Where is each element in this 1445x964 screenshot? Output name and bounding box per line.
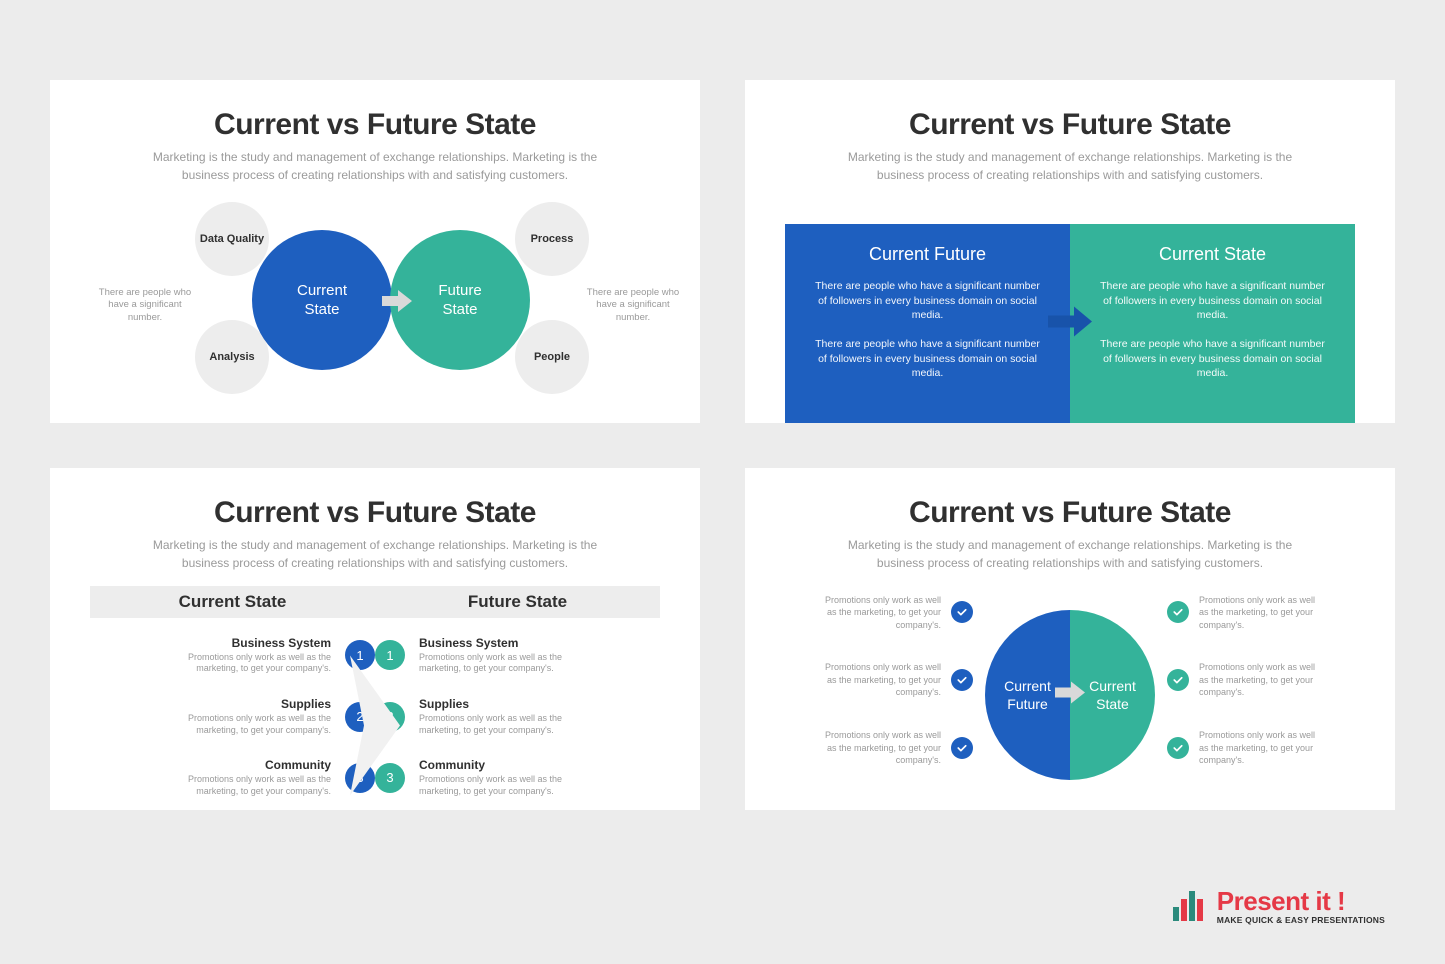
column-right: 1 Business SystemPromotions only work as… bbox=[375, 636, 660, 811]
current-state-circle: Current State bbox=[252, 230, 392, 370]
side-item: Promotions only work as well as the mark… bbox=[1167, 594, 1327, 632]
split-circle: Current Future Current State bbox=[985, 610, 1155, 780]
item-text: Community Promotions only work as well as… bbox=[419, 758, 569, 797]
item-desc: Promotions only work as well as the mark… bbox=[181, 774, 331, 797]
card-text: There are people who have a significant … bbox=[815, 337, 1040, 381]
arrow-icon bbox=[1055, 682, 1085, 709]
logo-mark-icon bbox=[1173, 891, 1207, 921]
slide2-body: Current Future There are people who have… bbox=[785, 224, 1355, 423]
side-text: Promotions only work as well as the mark… bbox=[813, 661, 941, 699]
item-text: Business System Promotions only work as w… bbox=[181, 636, 331, 675]
item-desc: Promotions only work as well as the mark… bbox=[419, 774, 569, 797]
item-title: Supplies bbox=[181, 697, 331, 711]
slide-grid: Current vs Future State Marketing is the… bbox=[50, 80, 1395, 810]
item-desc: Promotions only work as well as the mark… bbox=[181, 713, 331, 736]
item-text: Supplies Promotions only work as well as … bbox=[181, 697, 331, 736]
item-desc: Promotions only work as well as the mark… bbox=[181, 652, 331, 675]
slide-4: Current vs Future State Marketing is the… bbox=[745, 468, 1395, 811]
card-text: There are people who have a significant … bbox=[815, 279, 1040, 323]
small-circle-data-quality: Data Quality bbox=[195, 202, 269, 276]
arrow-icon bbox=[1048, 306, 1092, 341]
card-text: There are people who have a significant … bbox=[1100, 337, 1325, 381]
slide-subtitle: Marketing is the study and management of… bbox=[830, 148, 1310, 184]
slide-title: Current vs Future State bbox=[90, 496, 660, 530]
card-title: Current State bbox=[1100, 244, 1325, 265]
current-state-label: Current State bbox=[297, 281, 347, 320]
logo-line1: Present it ! bbox=[1217, 888, 1385, 914]
list-item: 3 CommunityPromotions only work as well … bbox=[375, 758, 660, 797]
slide-1: Current vs Future State Marketing is the… bbox=[50, 80, 700, 423]
check-icon bbox=[951, 669, 973, 691]
half-left-label: Current Future bbox=[1004, 677, 1051, 713]
item-desc: Promotions only work as well as the mark… bbox=[419, 713, 569, 736]
side-item: Promotions only work as well as the mark… bbox=[813, 594, 973, 632]
item-title: Supplies bbox=[419, 697, 569, 711]
item-desc: Promotions only work as well as the mark… bbox=[419, 652, 569, 675]
side-text-right: There are people who have a significant … bbox=[578, 287, 688, 324]
chevron-right-icon bbox=[350, 655, 400, 800]
list-item: 1 Business SystemPromotions only work as… bbox=[90, 636, 375, 675]
item-text: Community Promotions only work as well as… bbox=[181, 758, 331, 797]
side-item: Promotions only work as well as the mark… bbox=[813, 729, 973, 767]
slide-subtitle: Marketing is the study and management of… bbox=[135, 536, 615, 572]
check-icon bbox=[951, 601, 973, 623]
brand-logo: Present it ! MAKE QUICK & EASY PRESENTAT… bbox=[1173, 888, 1385, 925]
future-state-label: Future State bbox=[438, 281, 481, 320]
item-title: Business System bbox=[419, 636, 569, 650]
list-item: 2 SuppliesPromotions only work as well a… bbox=[90, 697, 375, 736]
side-item: Promotions only work as well as the mark… bbox=[1167, 729, 1327, 767]
item-text: Supplies Promotions only work as well as … bbox=[419, 697, 569, 736]
check-icon bbox=[1167, 669, 1189, 691]
list-item: 1 Business SystemPromotions only work as… bbox=[375, 636, 660, 675]
slide-subtitle: Marketing is the study and management of… bbox=[135, 148, 615, 184]
header-future-state: Future State bbox=[375, 592, 660, 612]
side-text: Promotions only work as well as the mark… bbox=[1199, 661, 1327, 699]
side-item: Promotions only work as well as the mark… bbox=[1167, 661, 1327, 699]
check-icon bbox=[1167, 737, 1189, 759]
item-title: Community bbox=[181, 758, 331, 772]
small-circle-process: Process bbox=[515, 202, 589, 276]
list-item: 2 SuppliesPromotions only work as well a… bbox=[375, 697, 660, 736]
column-headers: Current State Future State bbox=[90, 586, 660, 618]
slide-title: Current vs Future State bbox=[90, 108, 660, 142]
card-current-future: Current Future There are people who have… bbox=[785, 224, 1070, 423]
slide1-body: Data Quality Analysis Process People Cur… bbox=[90, 202, 660, 423]
item-title: Community bbox=[419, 758, 569, 772]
card-row: Current Future There are people who have… bbox=[785, 224, 1355, 423]
slide-3: Current vs Future State Marketing is the… bbox=[50, 468, 700, 811]
item-text: Business System Promotions only work as w… bbox=[419, 636, 569, 675]
check-icon bbox=[1167, 601, 1189, 623]
columns: 1 Business SystemPromotions only work as… bbox=[90, 636, 660, 811]
card-text: There are people who have a significant … bbox=[1100, 279, 1325, 323]
list-item: 3 CommunityPromotions only work as well … bbox=[90, 758, 375, 797]
column-left: 1 Business SystemPromotions only work as… bbox=[90, 636, 375, 811]
slide3-body: Current State Future State 1 Business Sy… bbox=[90, 586, 660, 811]
logo-text: Present it ! MAKE QUICK & EASY PRESENTAT… bbox=[1217, 888, 1385, 925]
item-title: Business System bbox=[181, 636, 331, 650]
card-title: Current Future bbox=[815, 244, 1040, 265]
slide-title: Current vs Future State bbox=[785, 496, 1355, 530]
half-right-label: Current State bbox=[1089, 677, 1136, 713]
side-item: Promotions only work as well as the mark… bbox=[813, 661, 973, 699]
small-circle-analysis: Analysis bbox=[195, 320, 269, 394]
slide-title: Current vs Future State bbox=[785, 108, 1355, 142]
small-circle-people: People bbox=[515, 320, 589, 394]
side-text: Promotions only work as well as the mark… bbox=[813, 594, 941, 632]
side-right: Promotions only work as well as the mark… bbox=[1167, 594, 1327, 797]
card-current-state: Current State There are people who have … bbox=[1070, 224, 1355, 423]
side-text-left: There are people who have a significant … bbox=[90, 287, 200, 324]
arrow-icon bbox=[382, 290, 412, 317]
slide-subtitle: Marketing is the study and management of… bbox=[830, 536, 1310, 572]
slide4-body: Promotions only work as well as the mark… bbox=[785, 594, 1355, 797]
check-icon bbox=[951, 737, 973, 759]
logo-line2: MAKE QUICK & EASY PRESENTATIONS bbox=[1217, 916, 1385, 925]
side-text: Promotions only work as well as the mark… bbox=[813, 729, 941, 767]
header-current-state: Current State bbox=[90, 592, 375, 612]
slide-2: Current vs Future State Marketing is the… bbox=[745, 80, 1395, 423]
side-text: Promotions only work as well as the mark… bbox=[1199, 729, 1327, 767]
side-left: Promotions only work as well as the mark… bbox=[813, 594, 973, 797]
side-text: Promotions only work as well as the mark… bbox=[1199, 594, 1327, 632]
